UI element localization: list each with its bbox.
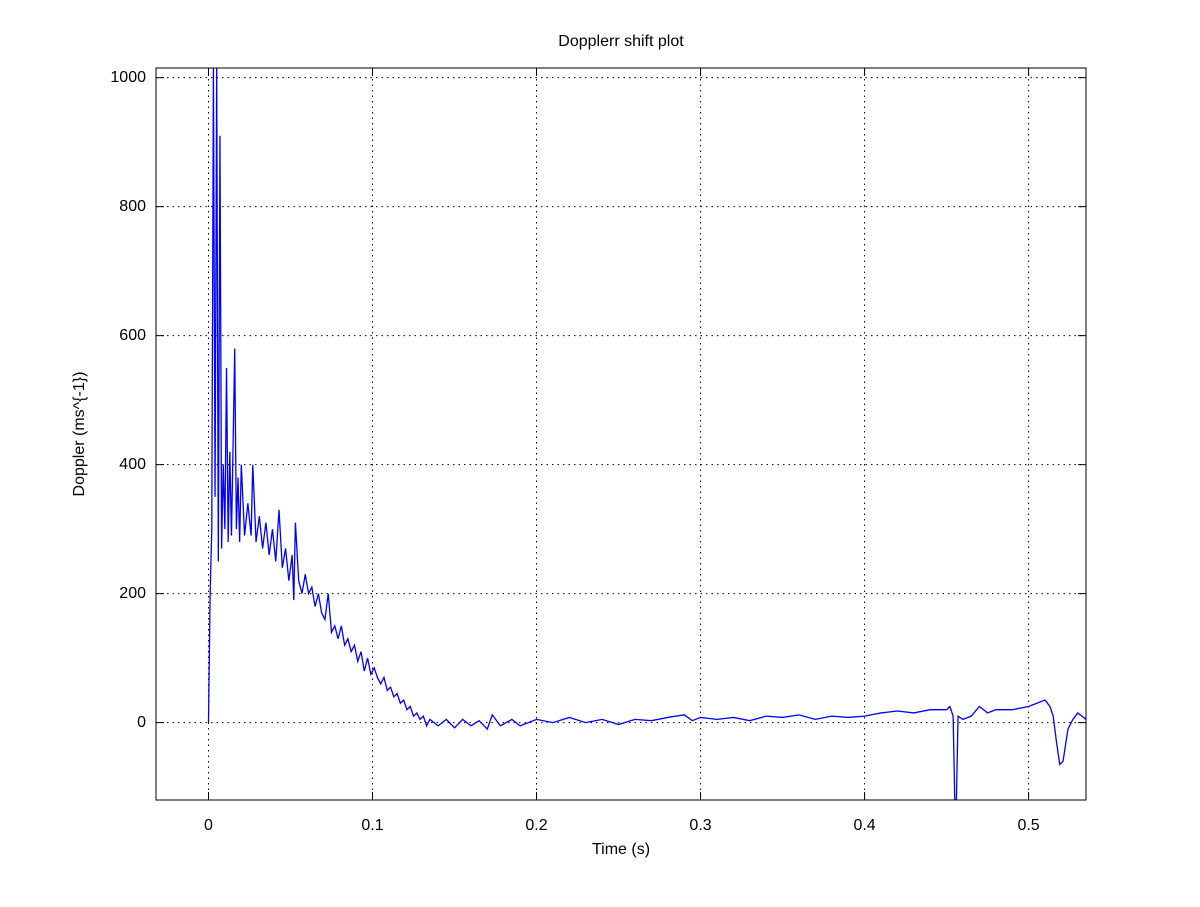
y-tick-label: 800	[119, 198, 146, 215]
y-tick-label: 1000	[110, 69, 146, 86]
chart-title: Dopplerr shift plot	[558, 33, 684, 50]
y-tick-label: 400	[119, 456, 146, 473]
x-tick-label: 0.3	[689, 817, 711, 834]
x-axis-label: Time (s)	[592, 841, 650, 858]
x-tick-label: 0.1	[361, 817, 383, 834]
y-tick-label: 200	[119, 585, 146, 602]
y-tick-label: 600	[119, 327, 146, 344]
plot-frame	[155, 67, 1087, 801]
x-tick-label: 0.4	[853, 817, 875, 834]
y-tick-label: 0	[137, 714, 146, 731]
y-axis-label: Doppler (ms^{-1})	[71, 372, 88, 497]
data-line	[207, 68, 1086, 800]
x-tick-label: 0	[204, 817, 213, 834]
x-tick-label: 0.2	[525, 817, 547, 834]
x-tick-label: 0.5	[1017, 817, 1039, 834]
